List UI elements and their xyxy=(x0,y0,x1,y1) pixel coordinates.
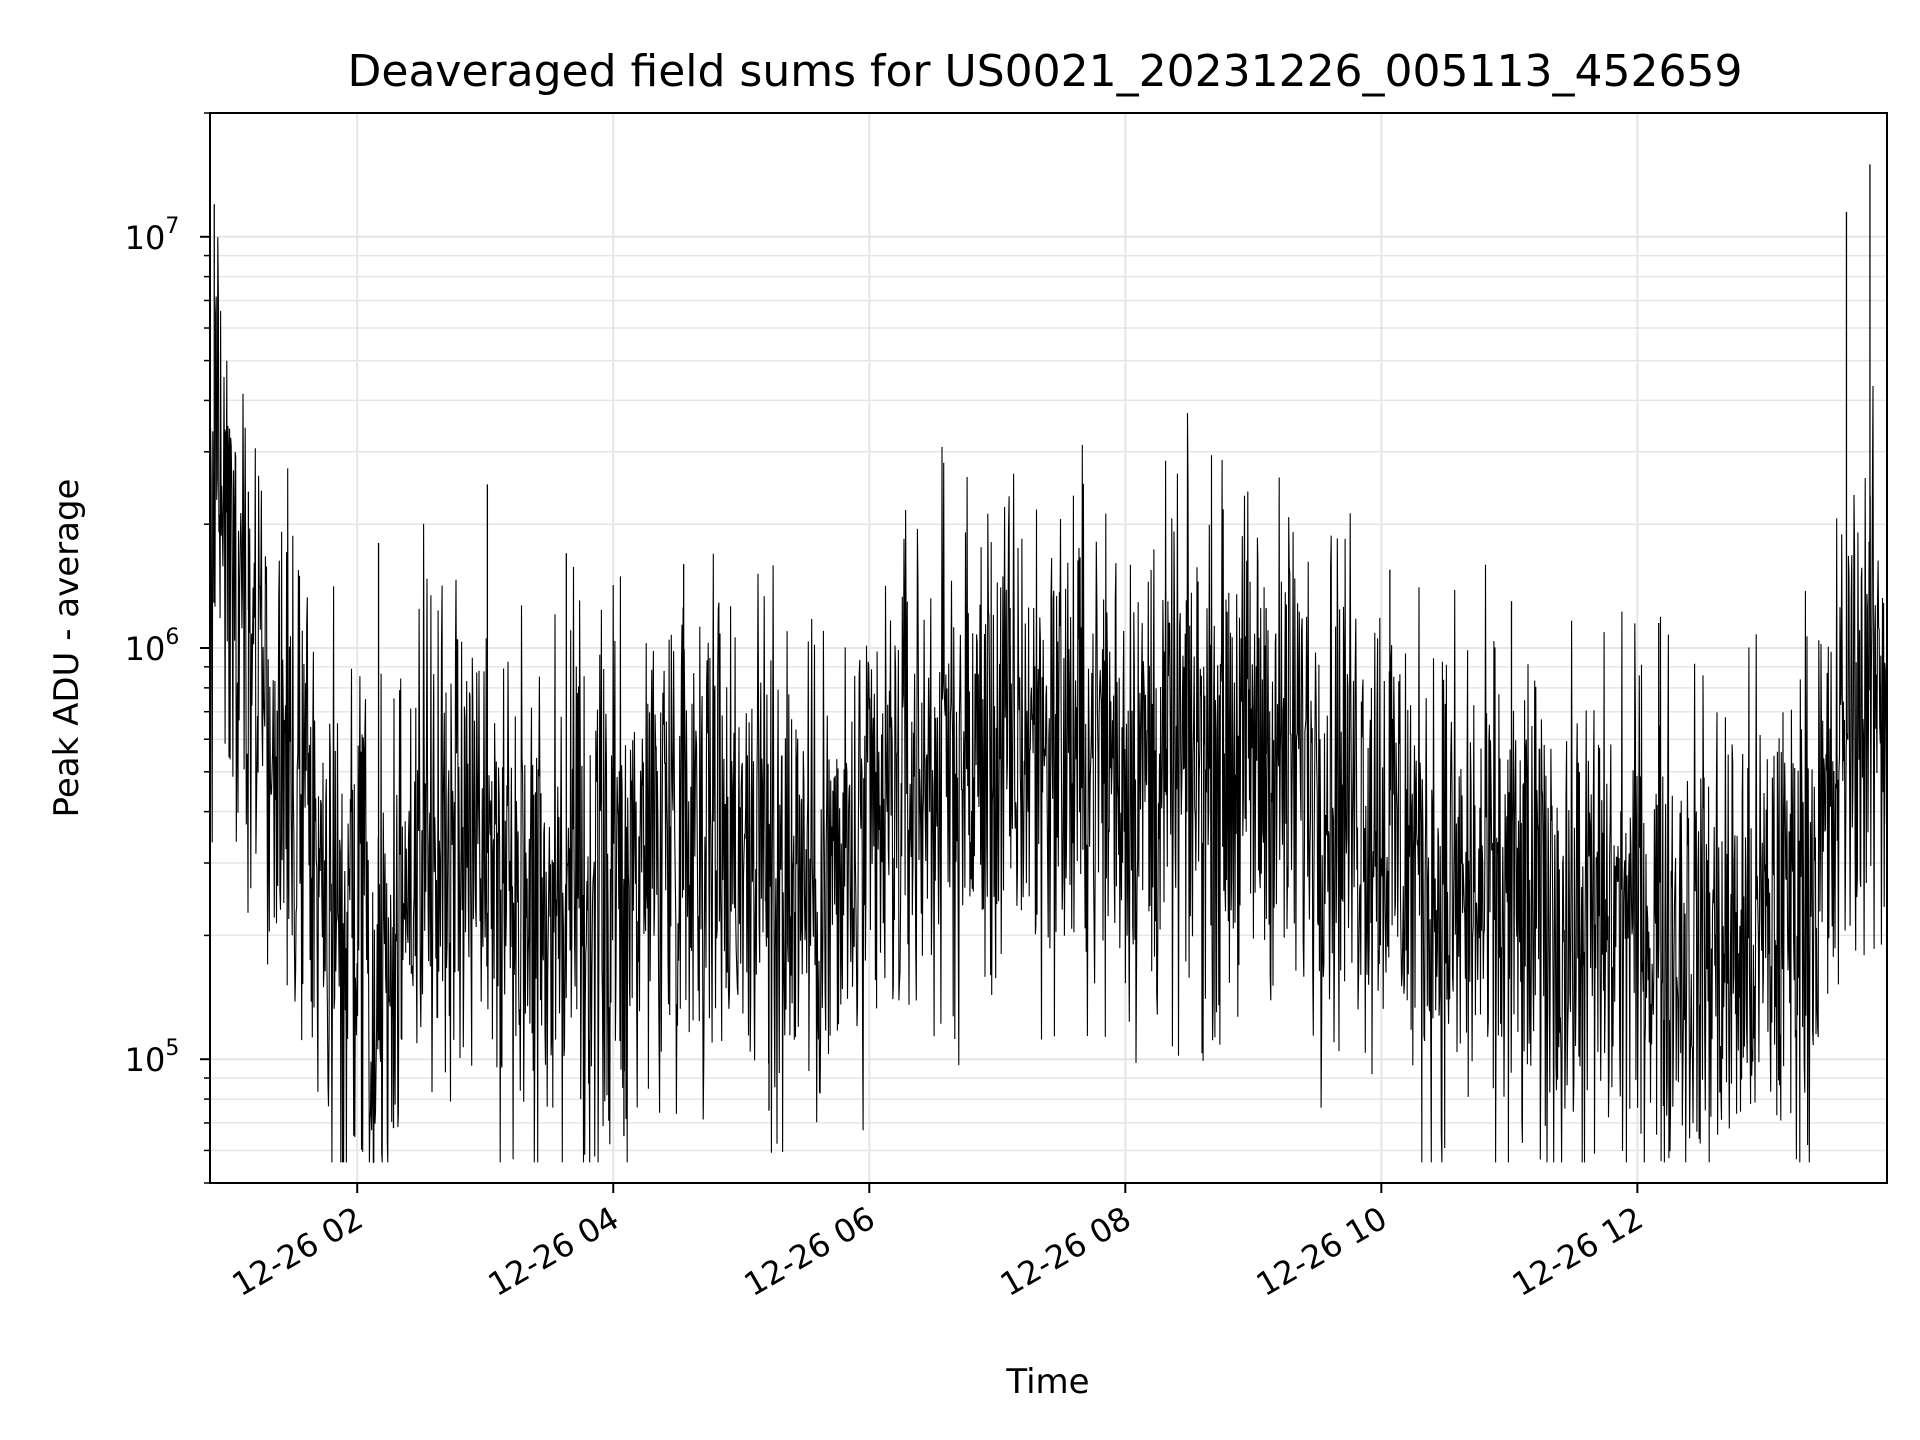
series-line xyxy=(209,237,1888,1163)
y-tick-label: 105 xyxy=(125,1036,180,1079)
x-axis-label: Time xyxy=(1005,1362,1089,1402)
y-axis-label: Peak ADU - average xyxy=(47,479,87,818)
data-layer xyxy=(209,164,1888,1163)
chart-title: Deaveraged field sums for US0021_2023122… xyxy=(348,46,1743,97)
y-tick-label: 107 xyxy=(125,214,180,257)
y-tick-label: 106 xyxy=(125,625,180,668)
